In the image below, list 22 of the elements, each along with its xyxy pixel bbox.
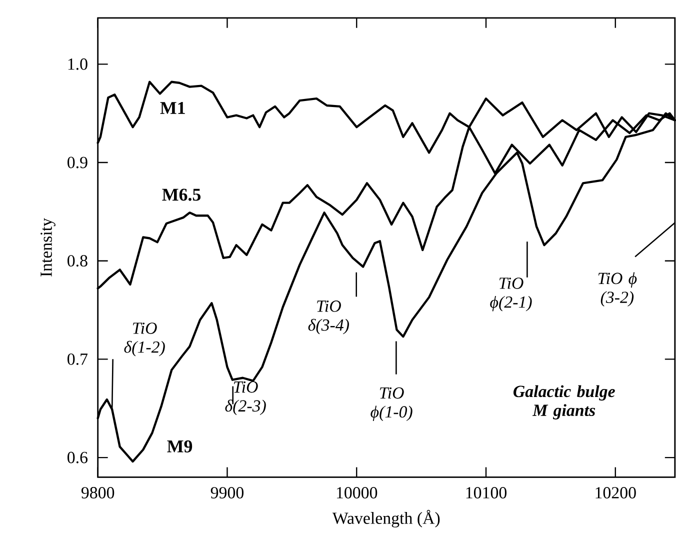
series-label: M9 — [167, 440, 192, 452]
y-axis-title: Intensity — [40, 218, 56, 277]
annotation: TiO ϕ(1-0) — [370, 387, 412, 422]
x-tick-label: 10000 — [336, 487, 378, 498]
x-tick-label: 10100 — [466, 487, 506, 498]
series-label: M1 — [160, 102, 185, 114]
annotation: TiO ϕ(2-1) — [490, 278, 532, 312]
y-tick-label: 0.7 — [68, 353, 88, 365]
annotation: TiO ϕ (3-2) — [598, 272, 637, 306]
annotation: Galactic bulge M giants — [514, 385, 615, 420]
y-tick-label: 1.0 — [68, 58, 88, 70]
x-axis-title: Wavelength (Å) — [332, 510, 440, 528]
annotation: TiO δ(1-2) — [124, 322, 165, 356]
x-tick-label: 9900 — [210, 487, 244, 498]
x-tick-label: 9800 — [81, 487, 114, 498]
series-label: M6.5 — [162, 188, 201, 201]
annotation: TiO δ(2-3) — [225, 381, 266, 416]
annotation: TiO δ(3-4) — [308, 300, 349, 334]
y-tick-label: 0.6 — [68, 452, 88, 464]
y-tick-label: 0.8 — [68, 255, 88, 267]
y-tick-label: 0.9 — [68, 156, 88, 168]
x-tick-label: 10200 — [596, 487, 636, 498]
